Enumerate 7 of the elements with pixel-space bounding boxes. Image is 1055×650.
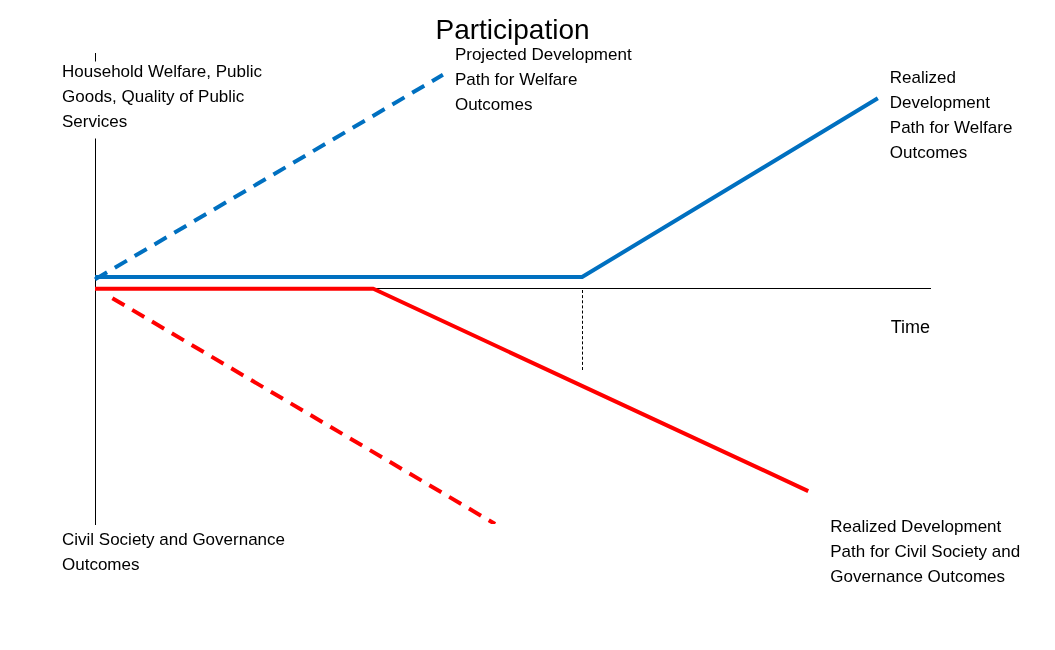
series-label: Projected Development Path for Welfare Outcomes [454, 44, 632, 114]
x-axis-title: Time [890, 316, 930, 337]
annotation: Household Welfare, Public Goods, Quality of Public Services [62, 61, 263, 131]
series-label: Realized Development Path for Welfare Outcomes [889, 68, 1013, 163]
chart-title: Participation [435, 13, 590, 45]
text: Civil Society and Governance Outcomes [62, 530, 286, 575]
text: Realized Development Path for Civil Society and Governance Outcomes [830, 517, 1021, 587]
